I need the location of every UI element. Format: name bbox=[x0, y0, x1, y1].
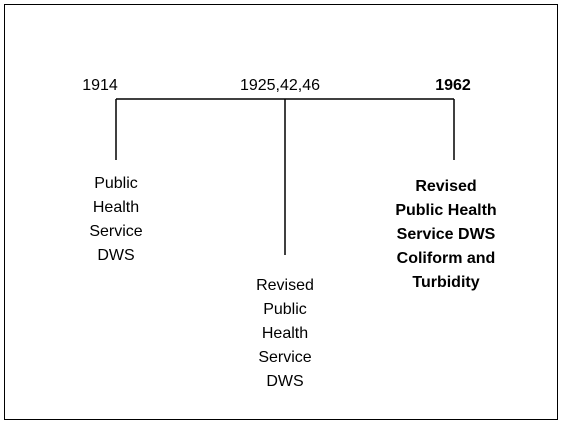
year-label: 1962 bbox=[435, 77, 471, 94]
event-label: Turbidity bbox=[412, 274, 479, 291]
year-label: 1925,42,46 bbox=[240, 77, 320, 94]
event-label: Revised bbox=[415, 178, 476, 195]
event-label: Service DWS bbox=[397, 226, 496, 243]
frame bbox=[4, 4, 558, 420]
event-label: Public Health bbox=[395, 202, 496, 219]
event-label: Revised bbox=[256, 277, 314, 294]
year-label: 1914 bbox=[82, 77, 118, 94]
event-label: Coliform and bbox=[397, 250, 496, 267]
event-label: DWS bbox=[266, 373, 303, 390]
event-label: Service bbox=[89, 223, 142, 240]
event-label: Public bbox=[263, 301, 307, 318]
event-label: Health bbox=[93, 199, 139, 216]
event-label: Public bbox=[94, 175, 138, 192]
event-label: DWS bbox=[97, 247, 134, 264]
event-label: Health bbox=[262, 325, 308, 342]
event-label: Service bbox=[258, 349, 311, 366]
